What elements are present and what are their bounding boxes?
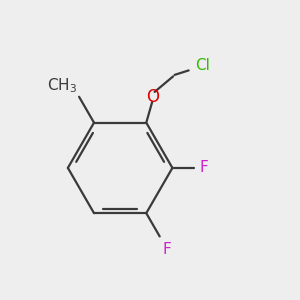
Text: Cl: Cl (196, 58, 210, 74)
Text: F: F (199, 160, 208, 175)
Text: F: F (163, 242, 171, 257)
Text: CH$_3$: CH$_3$ (47, 76, 78, 95)
Text: O: O (146, 88, 159, 106)
